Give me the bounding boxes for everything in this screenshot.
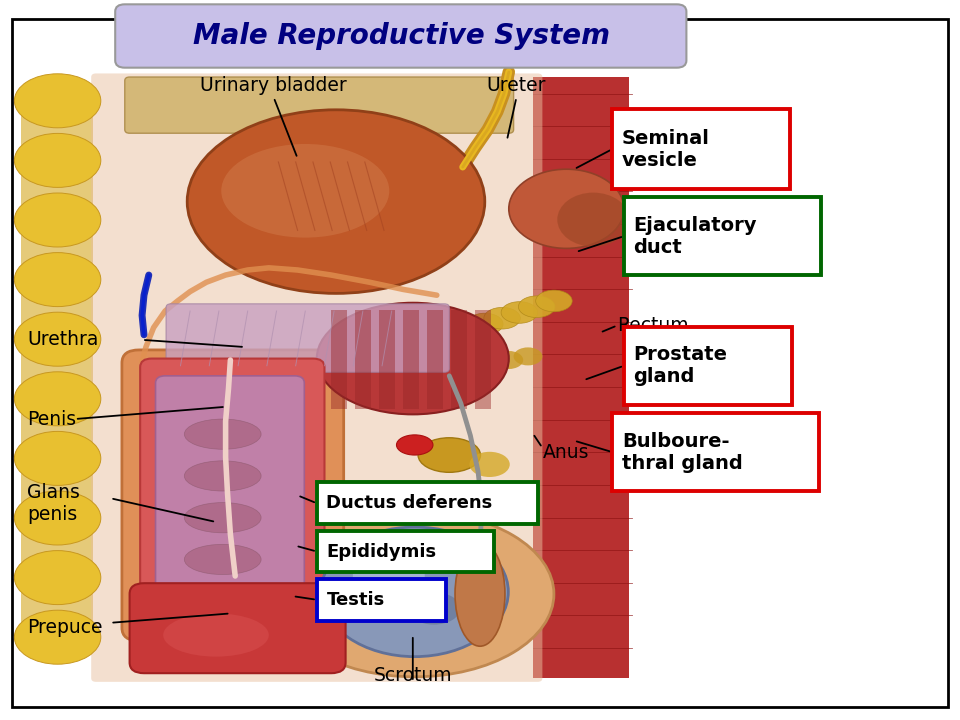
Ellipse shape — [184, 419, 261, 449]
Text: Epididymis: Epididymis — [326, 543, 437, 560]
Ellipse shape — [317, 302, 509, 415]
Text: Anus: Anus — [542, 443, 588, 462]
FancyBboxPatch shape — [533, 77, 629, 678]
Text: Seminal
vesicle: Seminal vesicle — [622, 129, 710, 169]
Bar — [379, 310, 395, 409]
Bar — [612, 109, 790, 189]
Text: Ductus deferens: Ductus deferens — [326, 494, 492, 513]
Ellipse shape — [184, 544, 261, 575]
Ellipse shape — [14, 551, 101, 605]
Ellipse shape — [184, 503, 261, 533]
Ellipse shape — [184, 586, 261, 616]
Text: Ureter: Ureter — [487, 76, 546, 95]
Bar — [427, 310, 443, 409]
Ellipse shape — [276, 511, 554, 677]
Text: Testis: Testis — [326, 590, 385, 608]
Ellipse shape — [518, 296, 555, 318]
Ellipse shape — [14, 431, 101, 485]
Ellipse shape — [484, 307, 520, 329]
Text: Urethra: Urethra — [27, 330, 98, 349]
Ellipse shape — [14, 73, 101, 127]
FancyBboxPatch shape — [156, 376, 304, 621]
FancyBboxPatch shape — [122, 350, 344, 641]
Ellipse shape — [509, 169, 624, 248]
FancyBboxPatch shape — [130, 583, 346, 673]
Text: Glans
penis: Glans penis — [27, 484, 80, 524]
Text: Urinary bladder: Urinary bladder — [201, 76, 347, 95]
Ellipse shape — [455, 541, 505, 647]
Bar — [624, 327, 792, 405]
Ellipse shape — [514, 347, 542, 365]
Ellipse shape — [14, 312, 101, 366]
Bar — [475, 310, 491, 409]
FancyBboxPatch shape — [125, 77, 514, 133]
Text: Ejaculatory
duct: Ejaculatory duct — [634, 216, 757, 256]
Ellipse shape — [469, 452, 510, 477]
Ellipse shape — [396, 435, 433, 455]
Text: Bulboure-
thral gland: Bulboure- thral gland — [622, 432, 743, 472]
Ellipse shape — [322, 540, 466, 619]
FancyBboxPatch shape — [140, 359, 324, 631]
Text: Prepuce: Prepuce — [27, 618, 103, 637]
Ellipse shape — [187, 110, 485, 294]
Ellipse shape — [536, 290, 572, 312]
Bar — [317, 531, 494, 572]
Ellipse shape — [321, 527, 509, 657]
Text: Male Reproductive System: Male Reproductive System — [193, 22, 610, 50]
Ellipse shape — [494, 351, 523, 369]
Ellipse shape — [14, 372, 101, 426]
Bar — [451, 310, 467, 409]
Ellipse shape — [14, 491, 101, 545]
Ellipse shape — [14, 610, 101, 664]
Ellipse shape — [353, 555, 424, 597]
FancyBboxPatch shape — [166, 304, 449, 372]
Bar — [331, 310, 347, 409]
Ellipse shape — [467, 313, 503, 335]
Ellipse shape — [456, 358, 485, 376]
FancyBboxPatch shape — [115, 4, 686, 68]
Bar — [317, 579, 446, 621]
Ellipse shape — [475, 355, 504, 373]
Ellipse shape — [501, 302, 538, 323]
Bar — [355, 310, 371, 409]
Text: Prostate
gland: Prostate gland — [634, 346, 728, 386]
Ellipse shape — [14, 193, 101, 247]
FancyBboxPatch shape — [91, 73, 542, 682]
Bar — [21, 90, 93, 637]
Bar — [624, 197, 821, 275]
Ellipse shape — [407, 592, 461, 624]
Ellipse shape — [221, 144, 390, 238]
Ellipse shape — [419, 438, 481, 472]
Bar — [317, 482, 538, 524]
Ellipse shape — [184, 461, 261, 491]
Ellipse shape — [163, 613, 269, 657]
Bar — [403, 310, 419, 409]
Bar — [612, 413, 819, 491]
Ellipse shape — [417, 598, 428, 605]
Ellipse shape — [14, 253, 101, 307]
Ellipse shape — [557, 192, 630, 246]
Text: Scrotum: Scrotum — [373, 667, 452, 685]
Text: Penis: Penis — [27, 410, 76, 428]
Ellipse shape — [14, 133, 101, 187]
Text: Rectum: Rectum — [617, 316, 689, 335]
